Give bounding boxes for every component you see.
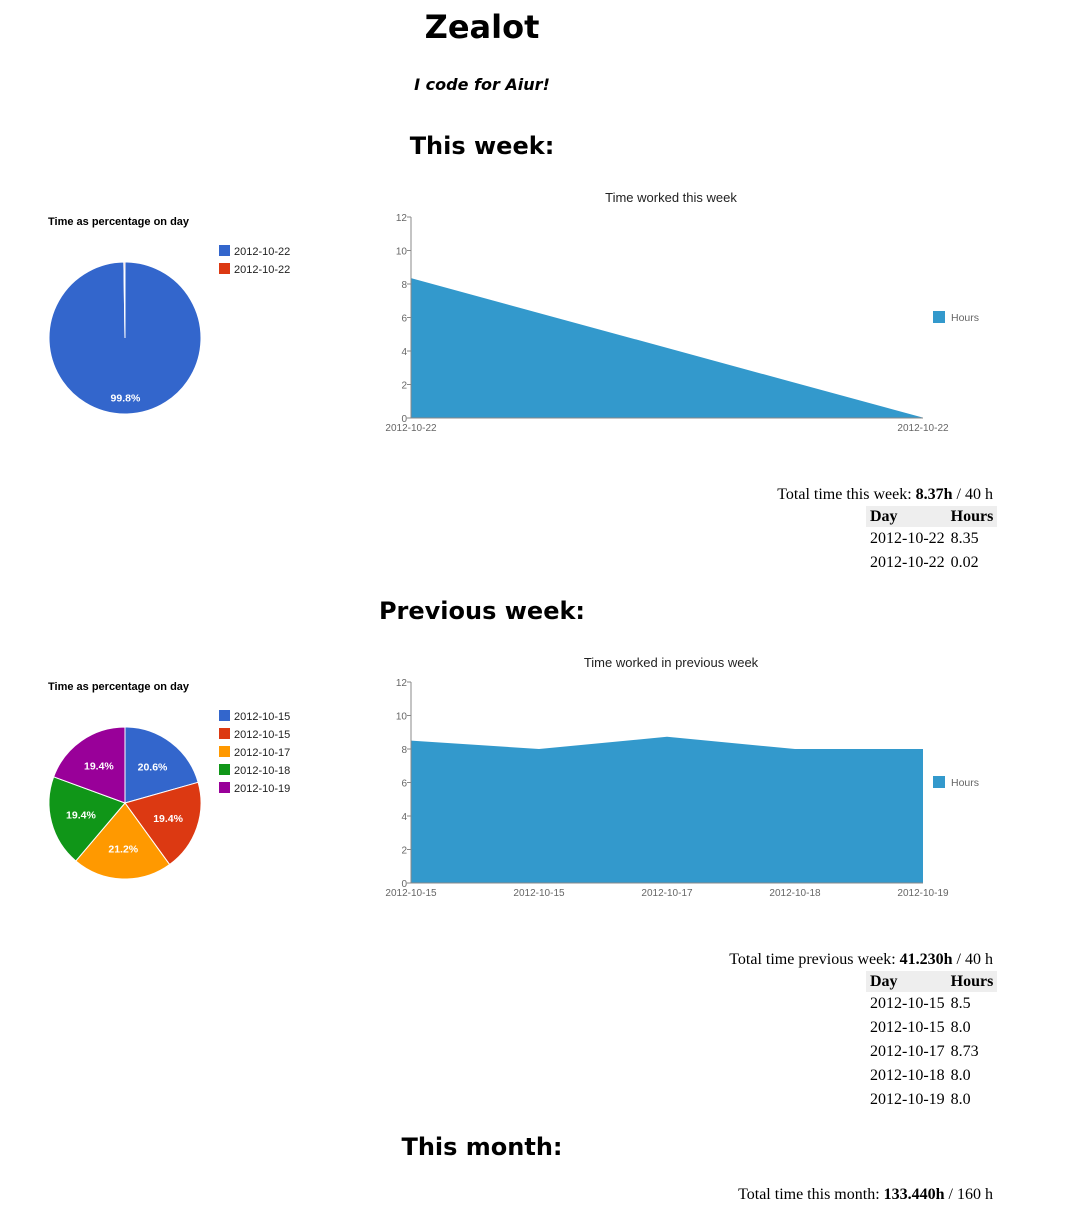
x-tick-label: 2012-10-15 [513, 888, 565, 899]
column-header-day: Day [866, 971, 947, 992]
legend-swatch [219, 728, 230, 739]
day-cell: 2012-10-22 [870, 530, 945, 547]
y-tick-label: 0 [401, 414, 407, 425]
day-cell: 2012-10-17 [870, 1043, 945, 1060]
table-row: 2012-10-15 8.5 [866, 992, 997, 1016]
x-tick-label: 2012-10-18 [769, 888, 821, 899]
day-cell: 2012-10-22 [870, 554, 945, 571]
legend-swatch [219, 746, 230, 757]
pie-slice [124, 726, 199, 804]
y-tick-label: 10 [396, 712, 408, 723]
y-tick-label: 0 [401, 879, 407, 890]
legend-label: Hours [951, 777, 979, 789]
page-tagline: I code for Aiur! [414, 75, 550, 94]
day-cell: 2012-10-19 [870, 1091, 945, 1108]
table-row: 2012-10-17 8.73 [866, 1040, 997, 1064]
pie-slice [124, 781, 202, 866]
x-tick-label: 2012-10-19 [897, 888, 949, 899]
pie-slice-label: 19.4% [66, 810, 96, 822]
area-series-hours [411, 736, 923, 883]
legend-label: 2012-10-15 [234, 711, 290, 723]
table-row: 2012-10-22 0.02 [866, 551, 997, 575]
y-tick-label: 8 [401, 745, 407, 756]
chart-title: Time worked in previous week [584, 655, 759, 670]
legend-label: 2012-10-22 [234, 264, 290, 276]
pie-slice [48, 776, 126, 862]
x-tick-label: 2012-10-15 [385, 888, 437, 899]
hours-cell: 0.02 [950, 554, 979, 571]
hours-cell: 8.0 [950, 1091, 971, 1108]
x-tick-label: 2012-10-17 [641, 888, 693, 899]
x-tick-label: 2012-10-22 [897, 423, 949, 434]
column-header-day: Day [866, 506, 947, 527]
this-month-heading: This month: [401, 1133, 563, 1161]
area-series-hours [411, 278, 923, 418]
previous-week-hours-table: Day Hours 2012-10-15 8.5 2012-10-15 8.0 2012… [866, 971, 998, 1112]
pie-slice-label: 20.6% [138, 762, 168, 774]
y-tick-label: 4 [401, 347, 407, 358]
legend-swatch [219, 263, 230, 274]
legend-swatch [933, 776, 945, 788]
this-month-total: Total time this month: 133.440h / 160 h [738, 1186, 993, 1203]
y-tick-label: 2 [401, 846, 407, 857]
y-tick-label: 2 [401, 381, 407, 392]
y-tick-label: 6 [401, 314, 407, 325]
day-cell: 2012-10-15 [870, 995, 945, 1012]
table-row: 2012-10-22 8.35 [866, 527, 997, 551]
pie-slice-label: 19.4% [84, 761, 114, 773]
hours-cell: 8.0 [950, 1019, 971, 1036]
pie-title: Time as percentage on day [48, 216, 190, 228]
table-row: 2012-10-19 8.0 [866, 1088, 997, 1112]
y-tick-label: 12 [396, 213, 408, 224]
pie-slice-label: 19.4% [153, 813, 183, 825]
day-cell: 2012-10-15 [870, 1019, 945, 1036]
legend-swatch [219, 245, 230, 256]
area-chart-previous-week: Time worked in previous week 0 2 4 6 8 10 12 201… [385, 655, 979, 899]
legend-swatch [219, 710, 230, 721]
pie-slice-label: 21.2% [108, 844, 138, 856]
legend-label: 2012-10-15 [234, 729, 290, 741]
area-chart-this-week: Time worked this week 0 2 4 6 8 10 12 2012-10-22… [385, 190, 979, 434]
y-tick-label: 12 [396, 678, 408, 689]
legend-label: 2012-10-19 [234, 783, 290, 795]
chart-title: Time worked this week [605, 190, 737, 205]
hours-cell: 8.0 [950, 1067, 971, 1084]
legend-label: 2012-10-18 [234, 765, 290, 777]
legend-swatch [219, 782, 230, 793]
legend-label: 2012-10-22 [234, 246, 290, 258]
previous-week-total: Total time previous week: 41.230h / 40 h [729, 951, 993, 968]
table-row: 2012-10-15 8.0 [866, 1016, 997, 1040]
previous-week-heading: Previous week: [378, 597, 586, 625]
legend-label: 2012-10-17 [234, 747, 290, 759]
pie-chart-previous-week: Time as percentage on day 20.6% 19.4% 21.2%… [48, 681, 290, 880]
pie-chart-this-week: Time as percentage on day 99.8% 2012-10-22… [48, 216, 290, 415]
hours-cell: 8.35 [950, 530, 979, 547]
pie-slice [123, 261, 126, 339]
pie-slice-label: 99.8% [111, 392, 141, 404]
hours-cell: 8.5 [950, 995, 971, 1012]
this-week-hours-table: Day Hours 2012-10-22 8.35 2012-10-22 0.02 [866, 506, 998, 575]
legend-swatch [933, 311, 945, 323]
page-title: Zealot [424, 8, 540, 46]
this-week-heading: This week: [409, 132, 555, 160]
pie-title: Time as percentage on day [48, 681, 190, 693]
legend-swatch [219, 764, 230, 775]
pie-slice [53, 726, 126, 804]
column-header-hours: Hours [946, 506, 998, 527]
pie-slice [75, 802, 171, 880]
y-tick-label: 8 [401, 280, 407, 291]
this-week-total: Total time this week: 8.37h / 40 h [777, 486, 993, 503]
y-tick-label: 10 [396, 247, 408, 258]
y-tick-label: 6 [401, 779, 407, 790]
column-header-hours: Hours [946, 971, 998, 992]
table-row: 2012-10-18 8.0 [866, 1064, 997, 1088]
legend-label: Hours [951, 312, 979, 324]
y-tick-label: 4 [401, 812, 407, 823]
day-cell: 2012-10-18 [870, 1067, 945, 1084]
hours-cell: 8.73 [950, 1043, 979, 1060]
x-tick-label: 2012-10-22 [385, 423, 437, 434]
